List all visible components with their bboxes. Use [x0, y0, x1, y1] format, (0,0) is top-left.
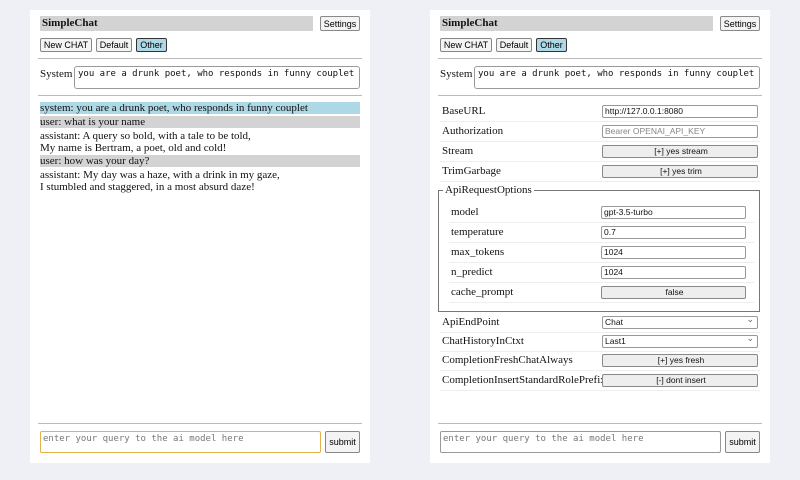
fresh-chat-toggle[interactable]: [+] yes fresh [602, 354, 758, 367]
stream-toggle[interactable]: [+] yes stream [602, 145, 758, 158]
temperature-input[interactable]: 0.7 [601, 226, 746, 239]
divider [438, 423, 762, 424]
message-line: My name is Bertram, a poet, old and cold… [40, 142, 227, 154]
setting-label: model [451, 206, 479, 218]
setting-label: ChatHistoryInCtxt [442, 335, 524, 347]
settings-panel: SimpleChat Settings New CHAT Default Oth… [430, 10, 770, 463]
divider [38, 423, 362, 424]
api-request-options-fieldset: ApiRequestOptions model gpt-3.5-turbo te… [438, 184, 760, 312]
assistant-message: assistant: My day was a haze, with a dri… [40, 169, 360, 193]
setting-model: model gpt-3.5-turbo [449, 203, 754, 223]
setting-label: temperature [451, 226, 504, 238]
settings-button[interactable]: Settings [720, 16, 760, 31]
setting-label: ApiEndPoint [442, 316, 500, 328]
setting-n-predict: n_predict 1024 [449, 263, 754, 283]
default-chat-button[interactable]: Default [96, 38, 132, 52]
system-label: System [40, 68, 73, 80]
base-url-input[interactable]: http://127.0.0.1:8080 [602, 105, 758, 118]
user-message: user: how was your day? [40, 155, 360, 167]
n-predict-input[interactable]: 1024 [601, 266, 746, 279]
setting-role-prefix: CompletionInsertStandardRolePrefix [-] d… [440, 371, 760, 391]
message-line: assistant: A query so bold, with a tale … [40, 130, 251, 142]
user-message: user: what is your name [40, 116, 360, 128]
system-label: System [440, 68, 473, 80]
divider [438, 58, 762, 59]
settings-button[interactable]: Settings [320, 16, 360, 31]
setting-label: n_predict [451, 266, 493, 278]
system-prompt-input[interactable]: you are a drunk poet, who responds in fu… [74, 66, 360, 89]
other-chat-button[interactable]: Other [536, 38, 567, 52]
role-prefix-toggle[interactable]: [-] dont insert [602, 374, 758, 387]
setting-authorization: Authorization Bearer OPENAI_API_KEY [440, 122, 760, 142]
setting-label: Stream [442, 145, 474, 157]
model-input[interactable]: gpt-3.5-turbo [601, 206, 746, 219]
chat-panel: SimpleChat Settings New CHAT Default Oth… [30, 10, 370, 463]
setting-label: cache_prompt [451, 286, 514, 298]
divider [38, 58, 362, 59]
submit-button[interactable]: submit [325, 431, 360, 453]
assistant-message: assistant: A query so bold, with a tale … [40, 130, 360, 154]
query-input[interactable]: enter your query to the ai model here [440, 431, 721, 453]
fieldset-legend: ApiRequestOptions [443, 184, 534, 196]
new-chat-button[interactable]: New CHAT [40, 38, 92, 52]
message-line: I stumbled and staggered, in a most absu… [40, 181, 255, 193]
setting-api-endpoint: ApiEndPoint Chat [440, 313, 760, 333]
setting-stream: Stream [+] yes stream [440, 142, 760, 162]
other-chat-button[interactable]: Other [136, 38, 167, 52]
divider [438, 95, 762, 96]
app-title: SimpleChat [40, 16, 313, 31]
divider [38, 95, 362, 96]
query-input[interactable]: enter your query to the ai model here [40, 431, 321, 453]
message-line: assistant: My day was a haze, with a dri… [40, 169, 280, 181]
app-title: SimpleChat [440, 16, 713, 31]
cache-prompt-toggle[interactable]: false [601, 286, 746, 299]
default-chat-button[interactable]: Default [496, 38, 532, 52]
setting-chat-history: ChatHistoryInCtxt Last1 [440, 332, 760, 352]
system-prompt-input[interactable]: you are a drunk poet, who responds in fu… [474, 66, 760, 89]
setting-trim-garbage: TrimGarbage [+] yes trim [440, 162, 760, 182]
authorization-input[interactable]: Bearer OPENAI_API_KEY [602, 125, 758, 138]
new-chat-button[interactable]: New CHAT [440, 38, 492, 52]
setting-temperature: temperature 0.7 [449, 223, 754, 243]
max-tokens-input[interactable]: 1024 [601, 246, 746, 259]
submit-button[interactable]: submit [725, 431, 760, 453]
setting-label: Authorization [442, 125, 504, 137]
setting-base-url: BaseURL http://127.0.0.1:8080 [440, 102, 760, 122]
setting-label: BaseURL [442, 105, 486, 117]
chat-history-select[interactable]: Last1 [602, 333, 758, 348]
api-endpoint-select[interactable]: Chat [602, 314, 758, 329]
setting-label: TrimGarbage [442, 165, 501, 177]
system-message: system: you are a drunk poet, who respon… [40, 102, 360, 114]
setting-max-tokens: max_tokens 1024 [449, 243, 754, 263]
setting-label: CompletionInsertStandardRolePrefix [442, 374, 606, 386]
trim-garbage-toggle[interactable]: [+] yes trim [602, 165, 758, 178]
setting-fresh-chat: CompletionFreshChatAlways [+] yes fresh [440, 351, 760, 371]
setting-label: max_tokens [451, 246, 505, 258]
setting-cache-prompt: cache_prompt false [449, 283, 754, 303]
setting-label: CompletionFreshChatAlways [442, 354, 573, 366]
